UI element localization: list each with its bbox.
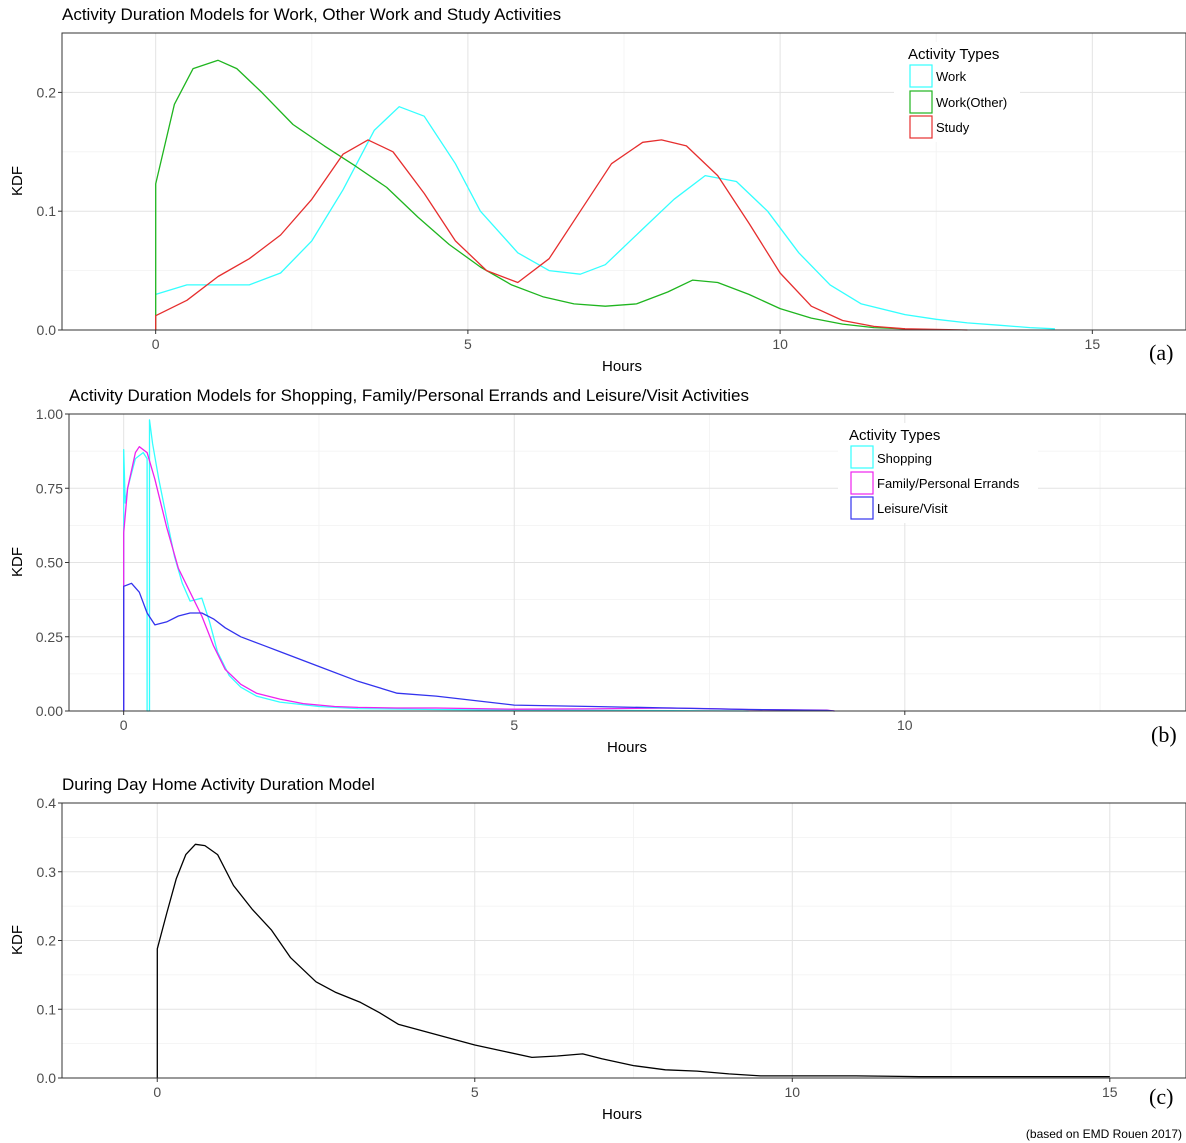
legend-key-work [909, 64, 933, 88]
series-line-work [155, 106, 1055, 330]
x-tick-label: 10 [772, 336, 788, 352]
legend-label-family-errands: Family/Personal Errands [877, 476, 1020, 491]
panel-b-lines [123, 419, 835, 712]
panel-b-legend-title: Activity Types [849, 427, 940, 444]
y-tick-label: 0.0 [37, 322, 57, 338]
legend-label-leisure-visit: Leisure/Visit [877, 501, 948, 516]
panel-b-ylabel: KDF [9, 547, 26, 577]
legend-key-work-other [909, 90, 933, 114]
panel-b-tag: (b) [1151, 722, 1177, 747]
legend-key-shopping [850, 445, 874, 469]
x-tick-label: 0 [153, 1084, 161, 1100]
panel-c-xlabel: Hours [602, 1106, 642, 1123]
panel-b-xlabel: Hours [607, 739, 647, 756]
x-tick-label: 15 [1102, 1084, 1118, 1100]
panel-c-grid [62, 802, 1186, 1079]
panel-a-title: Activity Duration Models for Work, Other… [62, 5, 561, 24]
x-tick-label: 5 [471, 1084, 479, 1100]
panel-c-ticks: 0 5 10 15 0.0 0.1 0.2 0.3 0.4 [37, 795, 1118, 1100]
legend-label-work: Work [936, 69, 967, 84]
series-line-home-0 [156, 843, 1110, 1078]
legend-label-shopping: Shopping [877, 451, 932, 466]
panel-b-ticks: 0 5 10 0.00 0.25 0.50 0.75 1.00 [36, 406, 913, 733]
x-tick-label: 15 [1085, 336, 1101, 352]
x-tick-label: 10 [897, 717, 913, 733]
legend-key-study [909, 115, 933, 139]
y-tick-label: 0.50 [36, 555, 63, 571]
y-tick-label: 0.00 [36, 703, 63, 719]
series-line-study [155, 139, 968, 331]
panel-a-xlabel: Hours [602, 358, 642, 375]
x-tick-label: 5 [510, 717, 518, 733]
x-tick-label: 0 [120, 717, 128, 733]
series-line-shopping [123, 419, 749, 712]
panel-a-ticks: 0 5 10 15 0.0 0.1 0.2 [37, 84, 1101, 352]
panel-c-tag: (c) [1149, 1084, 1173, 1109]
y-tick-label: 0.2 [37, 84, 57, 100]
y-tick-label: 0.1 [37, 1001, 57, 1017]
series-line-family-personal-errands [123, 446, 835, 712]
legend-key-family-errands [850, 471, 874, 495]
panel-c: During Day Home Activity Duration Model … [9, 775, 1186, 1123]
y-tick-label: 0.1 [37, 203, 57, 219]
y-tick-label: 0.25 [36, 629, 63, 645]
source-footnote: (based on EMD Rouen 2017) [1026, 1127, 1182, 1141]
panel-a-tag: (a) [1149, 340, 1173, 365]
series-line-leisure-visit [123, 582, 835, 712]
panel-c-title: During Day Home Activity Duration Model [62, 775, 375, 794]
series-line-work-other- [155, 59, 906, 330]
legend-key-leisure-visit [850, 496, 874, 520]
y-tick-label: 0.75 [36, 480, 63, 496]
y-tick-label: 0.3 [37, 864, 57, 880]
panel-b-legend: Activity Types Shopping Family/Personal … [838, 423, 1038, 523]
panel-a-lines [155, 59, 1055, 331]
y-tick-label: 1.00 [36, 406, 63, 422]
panel-a-border [61, 32, 1186, 331]
panel-c-lines [156, 843, 1110, 1078]
y-tick-label: 0.4 [37, 795, 57, 811]
panel-b-title: Activity Duration Models for Shopping, F… [69, 386, 749, 405]
x-tick-label: 10 [784, 1084, 800, 1100]
legend-label-study: Study [936, 120, 970, 135]
x-tick-label: 0 [152, 336, 160, 352]
x-tick-label: 5 [464, 336, 472, 352]
y-tick-label: 0.0 [37, 1070, 57, 1086]
legend-label-work-other: Work(Other) [936, 95, 1007, 110]
panel-a-ylabel: KDF [9, 166, 26, 196]
panel-a: Activity Duration Models for Work, Other… [9, 5, 1186, 375]
y-tick-label: 0.2 [37, 933, 57, 949]
panel-a-legend: Activity Types Work Work(Other) Study [894, 42, 1020, 142]
panel-b: Activity Duration Models for Shopping, F… [9, 386, 1186, 756]
panel-c-ylabel: KDF [9, 925, 26, 955]
panel-a-legend-title: Activity Types [908, 46, 999, 63]
